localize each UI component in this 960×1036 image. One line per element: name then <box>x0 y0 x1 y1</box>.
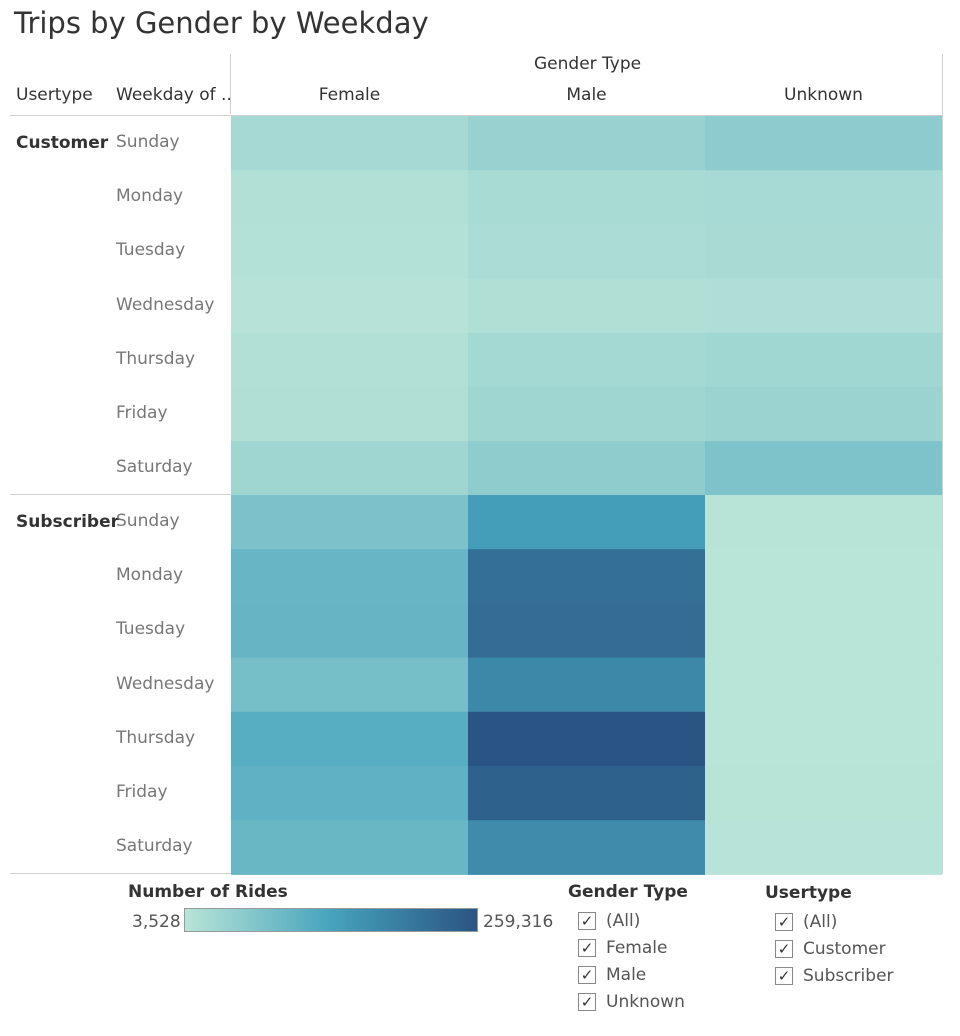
checkbox-icon[interactable]: ✓ <box>775 913 793 931</box>
header-divider <box>230 54 231 114</box>
heat-cell-subscriber-wednesday-female[interactable] <box>231 657 468 713</box>
heat-cell-subscriber-sunday-unknown[interactable] <box>705 495 942 550</box>
heat-cell-subscriber-monday-female[interactable] <box>231 549 468 604</box>
heat-cell-customer-sunday-unknown[interactable] <box>705 116 942 171</box>
checkbox-icon[interactable]: ✓ <box>775 967 793 985</box>
header-bottom-line <box>10 115 943 116</box>
checkbox-icon[interactable]: ✓ <box>578 912 596 930</box>
usertype-header: Usertype <box>16 85 93 105</box>
row-label-subscriber-sunday: Sunday <box>116 511 180 531</box>
filter-option-label: (All) <box>803 912 838 932</box>
row-label-subscriber-tuesday: Tuesday <box>116 619 186 640</box>
heat-cell-subscriber-wednesday-male[interactable] <box>468 657 705 713</box>
filter-option-label: Subscriber <box>803 966 894 986</box>
row-label-subscriber-saturday: Saturday <box>116 836 193 857</box>
heat-cell-customer-tuesday-female[interactable] <box>231 224 468 280</box>
weekday-header: Weekday of .. <box>116 85 232 105</box>
heat-cell-subscriber-friday-unknown[interactable] <box>705 766 942 821</box>
heat-cell-subscriber-tuesday-male[interactable] <box>468 603 705 659</box>
group-label-customer: Customer <box>16 133 109 153</box>
heat-cell-customer-monday-male[interactable] <box>468 170 705 225</box>
heat-cell-customer-monday-female[interactable] <box>231 170 468 225</box>
usertype-filter-option-customer[interactable]: ✓ Customer <box>775 939 886 959</box>
group-label-subscriber: Subscriber <box>16 512 120 532</box>
heat-cell-subscriber-friday-male[interactable] <box>468 766 705 821</box>
heat-cell-subscriber-thursday-male[interactable] <box>468 711 705 767</box>
checkbox-icon[interactable]: ✓ <box>775 940 793 958</box>
heat-cell-customer-thursday-male[interactable] <box>468 332 705 388</box>
row-label-customer-tuesday: Tuesday <box>116 240 186 261</box>
legend-min-label: 3,528 <box>132 912 181 932</box>
gender-filter-title: Gender Type <box>568 882 688 902</box>
heat-cell-customer-wednesday-male[interactable] <box>468 278 705 334</box>
heat-cell-customer-friday-female[interactable] <box>231 387 468 442</box>
heat-cell-customer-tuesday-unknown[interactable] <box>705 224 942 280</box>
row-label-subscriber-monday: Monday <box>116 565 184 586</box>
heat-cell-subscriber-saturday-male[interactable] <box>468 820 705 875</box>
heat-cell-customer-sunday-male[interactable] <box>468 116 705 171</box>
row-label-customer-monday: Monday <box>116 186 184 207</box>
row-label-customer-wednesday: Wednesday <box>116 294 215 315</box>
legend-title: Number of Rides <box>128 882 288 902</box>
row-label-subscriber-friday: Friday <box>116 782 168 802</box>
row-label-customer-saturday: Saturday <box>116 457 193 478</box>
heat-cell-customer-saturday-male[interactable] <box>468 441 705 496</box>
legend-max-label: 259,316 <box>483 912 554 932</box>
gender-filter-option-male[interactable]: ✓ Male <box>578 965 646 985</box>
heat-cell-subscriber-monday-unknown[interactable] <box>705 549 942 604</box>
checkbox-icon[interactable]: ✓ <box>578 939 596 957</box>
heat-cell-customer-thursday-female[interactable] <box>231 332 468 388</box>
row-label-subscriber-thursday: Thursday <box>116 727 196 748</box>
heat-cell-subscriber-sunday-male[interactable] <box>468 495 705 550</box>
usertype-filter-option-subscriber[interactable]: ✓ Subscriber <box>775 966 894 986</box>
heat-cell-customer-saturday-unknown[interactable] <box>705 441 942 496</box>
heat-cell-customer-wednesday-unknown[interactable] <box>705 278 942 334</box>
filter-option-label: (All) <box>606 911 641 931</box>
heat-cell-customer-monday-unknown[interactable] <box>705 170 942 225</box>
column-header-male: Male <box>566 85 607 105</box>
heat-cell-subscriber-tuesday-female[interactable] <box>231 603 468 659</box>
heat-cell-subscriber-saturday-female[interactable] <box>231 820 468 875</box>
heat-cell-customer-friday-male[interactable] <box>468 387 705 442</box>
gender-filter-option-female[interactable]: ✓ Female <box>578 938 667 958</box>
row-label-customer-thursday: Thursday <box>116 348 196 369</box>
row-label-customer-sunday: Sunday <box>116 132 180 152</box>
usertype-filter-title: Usertype <box>765 883 852 903</box>
heat-cell-subscriber-tuesday-unknown[interactable] <box>705 603 942 659</box>
heat-cell-subscriber-wednesday-unknown[interactable] <box>705 657 942 713</box>
heat-cell-subscriber-thursday-unknown[interactable] <box>705 711 942 767</box>
column-header-unknown: Unknown <box>784 85 863 105</box>
filter-option-label: Customer <box>803 939 886 959</box>
right-border <box>942 54 943 114</box>
checkbox-icon[interactable]: ✓ <box>578 993 596 1011</box>
heat-cell-subscriber-thursday-female[interactable] <box>231 711 468 767</box>
row-label-customer-friday: Friday <box>116 403 168 423</box>
heat-cell-subscriber-friday-female[interactable] <box>231 766 468 821</box>
checkbox-icon[interactable]: ✓ <box>578 966 596 984</box>
usertype-filter-option-all[interactable]: ✓ (All) <box>775 912 837 932</box>
row-label-subscriber-wednesday: Wednesday <box>116 673 215 694</box>
heat-cell-customer-thursday-unknown[interactable] <box>705 332 942 388</box>
column-header-female: Female <box>318 85 381 105</box>
heat-cell-customer-wednesday-female[interactable] <box>231 278 468 334</box>
gender-filter-option-all[interactable]: ✓ (All) <box>578 911 640 931</box>
gender-type-header: Gender Type <box>534 54 642 74</box>
heat-cell-subscriber-saturday-unknown[interactable] <box>705 820 942 875</box>
heat-cell-customer-saturday-female[interactable] <box>231 441 468 496</box>
group-divider <box>10 494 231 495</box>
heat-cell-customer-tuesday-male[interactable] <box>468 224 705 280</box>
heat-cell-customer-friday-unknown[interactable] <box>705 387 942 442</box>
filter-option-label: Female <box>606 938 668 958</box>
gender-filter-option-unknown[interactable]: ✓ Unknown <box>578 992 685 1012</box>
filter-option-label: Unknown <box>606 992 685 1012</box>
color-ramp <box>184 908 478 932</box>
filter-option-label: Male <box>606 965 647 985</box>
heat-cell-subscriber-sunday-female[interactable] <box>231 495 468 550</box>
heat-cell-customer-sunday-female[interactable] <box>231 116 468 171</box>
heat-cell-subscriber-monday-male[interactable] <box>468 549 705 604</box>
chart-title: Trips by Gender by Weekday <box>14 6 429 40</box>
